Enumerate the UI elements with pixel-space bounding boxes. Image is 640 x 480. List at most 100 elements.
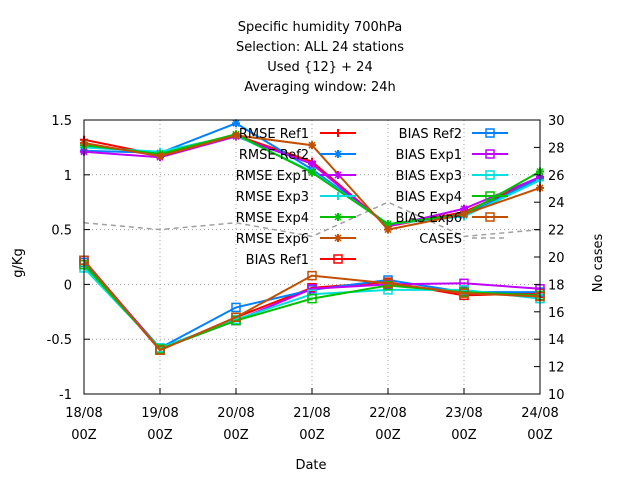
series-line	[83, 259, 541, 352]
y-tick-label: -1	[59, 388, 72, 403]
data-point	[307, 293, 317, 304]
x-tick-label-date: 22/08	[369, 406, 406, 421]
x-tick-label-date: 23/08	[445, 406, 482, 421]
legend-entry: RMSE Exp1	[236, 169, 356, 184]
axes: 1.5 1 0.5 0 -0.5 -1 30 28 26 24 22 20 18 16 14 12 10 18/0…	[47, 114, 565, 443]
y2-tick-label: 28	[548, 141, 565, 156]
legend-label: RMSE Exp6	[236, 232, 309, 247]
legend-label: RMSE Ref2	[239, 148, 309, 163]
legend-sample-marker	[485, 149, 495, 159]
legend-label: BIAS Exp6	[396, 211, 462, 226]
data-point	[232, 131, 240, 139]
legend-entry: BIAS Exp3	[396, 169, 508, 184]
chart-title-line-4: Averaging window: 24h	[244, 80, 396, 95]
series-cases	[83, 201, 541, 238]
x-tick-label-time: 00Z	[375, 428, 401, 443]
chart-title-line-1: Specific humidity 700hPa	[237, 20, 403, 35]
x-tick-label-date: 21/08	[293, 406, 330, 421]
legend-entry: BIAS Exp4	[396, 190, 508, 205]
chart-title-line-3: Used {12} + 24	[267, 60, 373, 75]
y2-tick-label: 18	[548, 278, 565, 293]
legend-label: BIAS Exp1	[396, 148, 462, 163]
legend-label: BIAS Ref1	[246, 253, 309, 268]
legend-entry: BIAS Ref1	[246, 253, 356, 268]
chart-title-line-2: Selection: ALL 24 stations	[235, 40, 405, 55]
x-tick-label-time: 00Z	[299, 428, 325, 443]
data-point	[308, 160, 316, 168]
y2-axis-label: No cases	[591, 234, 606, 293]
y2-tick-label: 22	[548, 224, 565, 239]
data-point	[308, 141, 316, 149]
x-tick-label-date: 20/08	[217, 406, 254, 421]
data-point	[459, 288, 469, 298]
data-point	[460, 210, 468, 218]
y-tick-label: -0.5	[47, 333, 72, 348]
legend-label: BIAS Exp4	[396, 190, 462, 205]
y2-tick-label: 14	[548, 333, 565, 348]
legend-entry: RMSE Exp4	[236, 211, 356, 226]
data-point	[459, 278, 469, 289]
data-point	[383, 278, 393, 289]
legend-entry: RMSE Ref2	[239, 148, 356, 163]
y2-tick-label: 16	[548, 306, 565, 321]
series-line	[83, 201, 541, 238]
x-tick-label-time: 00Z	[451, 428, 477, 443]
legend-sample-marker	[334, 213, 342, 221]
data-point	[232, 119, 240, 127]
y2-tick-label: 30	[548, 114, 565, 129]
y2-tick-label: 26	[548, 169, 565, 184]
legend: RMSE Ref1 RMSE Ref2 RMSE Exp1 RMSE Exp3 RMSE…	[236, 127, 508, 268]
x-tick-label-date: 19/08	[141, 406, 178, 421]
legend-label: RMSE Exp3	[236, 190, 309, 205]
data-point	[231, 312, 241, 323]
legend-sample-marker	[485, 191, 495, 201]
y2-tick-label: 24	[548, 196, 565, 211]
data-point	[156, 152, 164, 160]
data-point	[307, 284, 317, 294]
legend-entry: CASES	[419, 232, 508, 247]
y-tick-label: 1.5	[51, 114, 72, 129]
legend-sample-marker	[333, 254, 343, 264]
legend-sample-marker	[334, 234, 342, 242]
x-axis-label: Date	[295, 458, 326, 473]
x-tick-label-date: 24/08	[521, 406, 558, 421]
y2-tick-label: 12	[548, 361, 565, 376]
legend-label: RMSE Exp4	[236, 211, 309, 226]
legend-sample-marker	[485, 170, 495, 180]
legend-sample-marker	[485, 212, 495, 222]
legend-entry: BIAS Exp1	[396, 148, 508, 163]
x-tick-label-time: 00Z	[223, 428, 249, 443]
legend-label: CASES	[419, 232, 462, 247]
y2-tick-label: 20	[548, 251, 565, 266]
legend-entry: RMSE Exp6	[236, 232, 356, 247]
legend-sample-marker	[485, 128, 495, 138]
legend-label: BIAS Ref2	[399, 127, 462, 142]
series-line	[83, 134, 541, 231]
y-tick-label: 0.5	[51, 224, 72, 239]
data-point	[155, 345, 165, 355]
legend-entry: RMSE Ref1	[239, 127, 356, 142]
y-axis-label: g/Kg	[11, 248, 26, 277]
legend-label: RMSE Exp1	[236, 169, 309, 184]
data-point	[460, 205, 468, 213]
legend-entry: BIAS Exp6	[396, 211, 508, 226]
legend-sample-marker	[334, 150, 342, 158]
data-point	[231, 302, 241, 313]
x-tick-label-time: 00Z	[71, 428, 97, 443]
legend-label: RMSE Ref1	[239, 127, 309, 142]
legend-label: BIAS Exp3	[396, 169, 462, 184]
legend-entry: RMSE Exp3	[236, 190, 356, 205]
y-tick-label: 0	[64, 278, 72, 293]
y-tick-label: 1	[64, 169, 72, 184]
data-point	[384, 226, 392, 234]
x-tick-label-time: 00Z	[147, 428, 173, 443]
legend-entry: BIAS Ref2	[399, 127, 508, 142]
x-tick-label-time: 00Z	[527, 428, 553, 443]
y2-tick-label: 10	[548, 388, 565, 403]
series-rmse-exp6	[80, 131, 544, 234]
cases-layer	[83, 201, 541, 238]
data-point	[307, 270, 317, 281]
data-point	[308, 169, 316, 177]
legend-sample-marker	[334, 171, 342, 179]
